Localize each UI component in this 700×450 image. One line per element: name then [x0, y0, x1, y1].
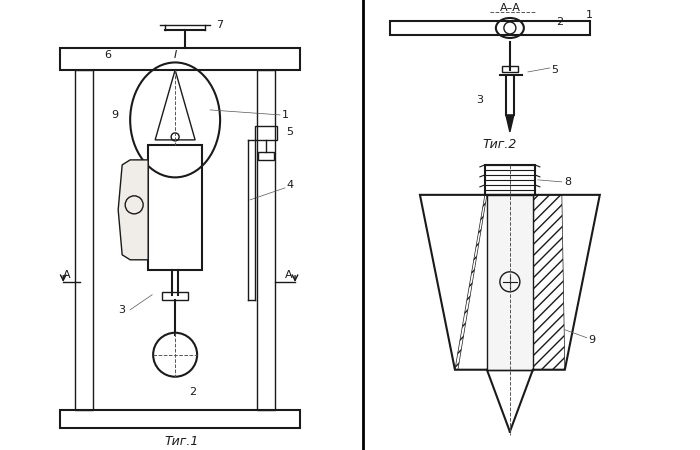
- Text: 1: 1: [587, 10, 594, 20]
- Text: A–A: A–A: [499, 3, 520, 13]
- Text: 8: 8: [564, 177, 571, 187]
- Text: 3: 3: [477, 95, 484, 105]
- Text: Τиг.1: Τиг.1: [165, 435, 199, 448]
- Bar: [487, 195, 533, 370]
- Text: A: A: [63, 270, 71, 280]
- Text: 4: 4: [286, 180, 293, 190]
- Bar: [60, 48, 300, 70]
- Bar: [257, 70, 275, 410]
- Bar: [258, 152, 274, 160]
- Bar: [255, 126, 277, 140]
- Text: 6: 6: [105, 50, 112, 60]
- Polygon shape: [118, 160, 148, 260]
- Text: 2: 2: [190, 387, 197, 397]
- Text: 1: 1: [281, 110, 288, 120]
- Text: 9: 9: [111, 110, 119, 120]
- Text: 3: 3: [119, 305, 126, 315]
- Text: 7: 7: [216, 20, 224, 30]
- Bar: [485, 165, 535, 195]
- Text: A: A: [285, 270, 293, 280]
- Bar: [162, 292, 188, 300]
- Bar: [75, 70, 93, 410]
- Text: 5: 5: [552, 65, 559, 75]
- Bar: [60, 410, 300, 427]
- Polygon shape: [506, 115, 514, 132]
- Text: 5: 5: [286, 127, 293, 137]
- Text: I: I: [174, 50, 177, 60]
- Text: Τиг.2: Τиг.2: [483, 139, 517, 151]
- Bar: [390, 21, 590, 35]
- Text: 9: 9: [588, 335, 596, 345]
- Bar: [502, 66, 518, 72]
- Text: 2: 2: [556, 17, 564, 27]
- Bar: [148, 145, 202, 270]
